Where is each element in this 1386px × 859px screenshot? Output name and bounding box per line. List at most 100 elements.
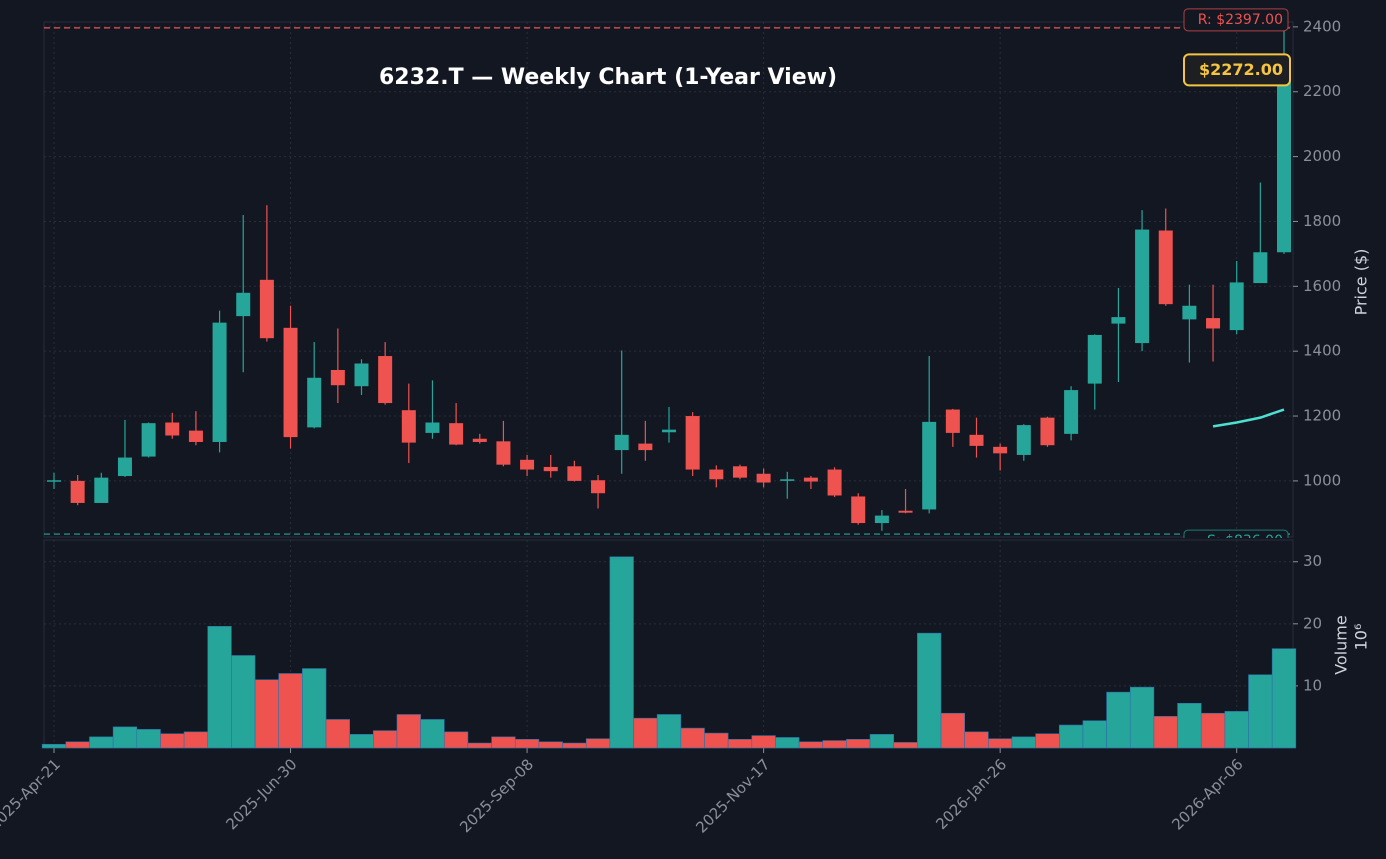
candle-body	[993, 446, 1008, 454]
volume-bar	[514, 739, 540, 749]
volume-bar	[846, 739, 871, 749]
candle-body	[1016, 425, 1031, 455]
y-tick-label: 2400	[1303, 17, 1341, 35]
y-tick-label: 1000	[1303, 471, 1341, 489]
y-tick-label: 2200	[1303, 82, 1341, 100]
y-tick-label: 1800	[1303, 212, 1341, 230]
volume-bar	[1153, 716, 1178, 749]
candle-body	[614, 434, 629, 451]
volume-bar	[822, 740, 847, 749]
volume-bar	[988, 738, 1013, 749]
volume-bar	[964, 731, 989, 749]
candle-body	[259, 279, 274, 339]
candle-body	[1277, 68, 1291, 253]
candle-body	[638, 443, 653, 451]
y-tick-label: 1400	[1303, 342, 1341, 360]
candle-body	[591, 480, 606, 494]
volume-bar	[1106, 691, 1131, 749]
volume-bar	[751, 735, 776, 749]
resistance-line-label: R: $2397.00	[1198, 12, 1283, 28]
candle-body	[425, 422, 440, 433]
candle-body	[803, 477, 818, 482]
volume-bar	[1248, 674, 1273, 749]
price-panel	[43, 21, 1294, 538]
volume-bar	[917, 632, 942, 749]
y-tick-label: 1200	[1303, 407, 1341, 425]
volume-multiplier: 10⁶	[1352, 624, 1371, 651]
volume-bar	[1177, 702, 1202, 749]
candle-body	[449, 423, 464, 445]
volume-bar	[727, 739, 753, 749]
candle-body	[47, 480, 61, 482]
candle-body	[969, 434, 984, 446]
candle-body	[188, 430, 203, 442]
volume-bar	[656, 714, 682, 749]
volume-bar	[585, 738, 611, 749]
candle-body	[685, 416, 700, 470]
candle-body	[212, 322, 227, 442]
moving-average	[1212, 408, 1285, 428]
volume-bar	[680, 727, 705, 749]
volume-bar	[1035, 733, 1060, 749]
last-price-label: $2272.00	[1199, 60, 1283, 79]
last-price-box	[1183, 53, 1291, 87]
candle-body	[662, 429, 676, 433]
candle-body	[756, 473, 771, 483]
volume-bar	[1200, 712, 1226, 749]
volume-bar	[467, 742, 492, 749]
candle-body	[354, 363, 369, 387]
candle-body	[1182, 305, 1197, 320]
volume-bar	[396, 714, 421, 749]
y-axis-label: Price ($)	[1352, 249, 1371, 316]
candle-body	[307, 377, 322, 428]
candle-body	[780, 479, 795, 481]
volume-bar	[65, 741, 90, 749]
volume-axis-label: Volume	[1332, 615, 1351, 675]
candle-body	[378, 356, 393, 404]
volume-bar	[562, 742, 587, 749]
candle-body	[543, 466, 558, 472]
candle-body	[1064, 390, 1079, 434]
volume-bar	[940, 712, 965, 749]
candle-body	[401, 410, 416, 443]
candle-body	[922, 421, 937, 510]
volume-bar	[1011, 736, 1036, 749]
candle-body	[1253, 252, 1268, 284]
volume-bar	[89, 736, 114, 749]
y-tick-label: 1600	[1303, 277, 1341, 295]
candle-body	[1111, 317, 1126, 324]
volume-bar	[325, 719, 350, 749]
candle-body	[330, 369, 345, 386]
volume-bar	[183, 731, 209, 749]
volume-bar	[41, 743, 67, 749]
volume-bar	[112, 726, 138, 749]
candle-body	[732, 466, 747, 478]
candle-body	[1135, 229, 1150, 344]
volume-bar	[231, 655, 256, 749]
candle-body	[874, 515, 889, 524]
volume-bar	[160, 733, 185, 749]
volume-bar	[420, 719, 445, 749]
volume-bar	[302, 668, 327, 749]
candle-body	[283, 327, 298, 438]
volume-bar	[254, 679, 280, 749]
candle-body	[827, 469, 842, 496]
volume-bar	[538, 741, 563, 749]
volume-bar	[1082, 720, 1107, 749]
support-line-box	[1183, 529, 1289, 538]
candle-body	[1206, 318, 1221, 329]
volume-bar	[349, 734, 374, 749]
volume-bar	[1129, 686, 1155, 749]
candle-body	[1229, 282, 1244, 331]
volume-bar	[207, 626, 232, 749]
candle-body	[70, 480, 85, 503]
candle-body	[472, 438, 487, 442]
y-tick-label: 2000	[1303, 147, 1341, 165]
volume-bar	[893, 742, 918, 749]
candle-body	[94, 477, 109, 503]
candle-body	[520, 459, 535, 470]
volume-bar	[491, 736, 516, 749]
candle-body	[851, 496, 866, 524]
